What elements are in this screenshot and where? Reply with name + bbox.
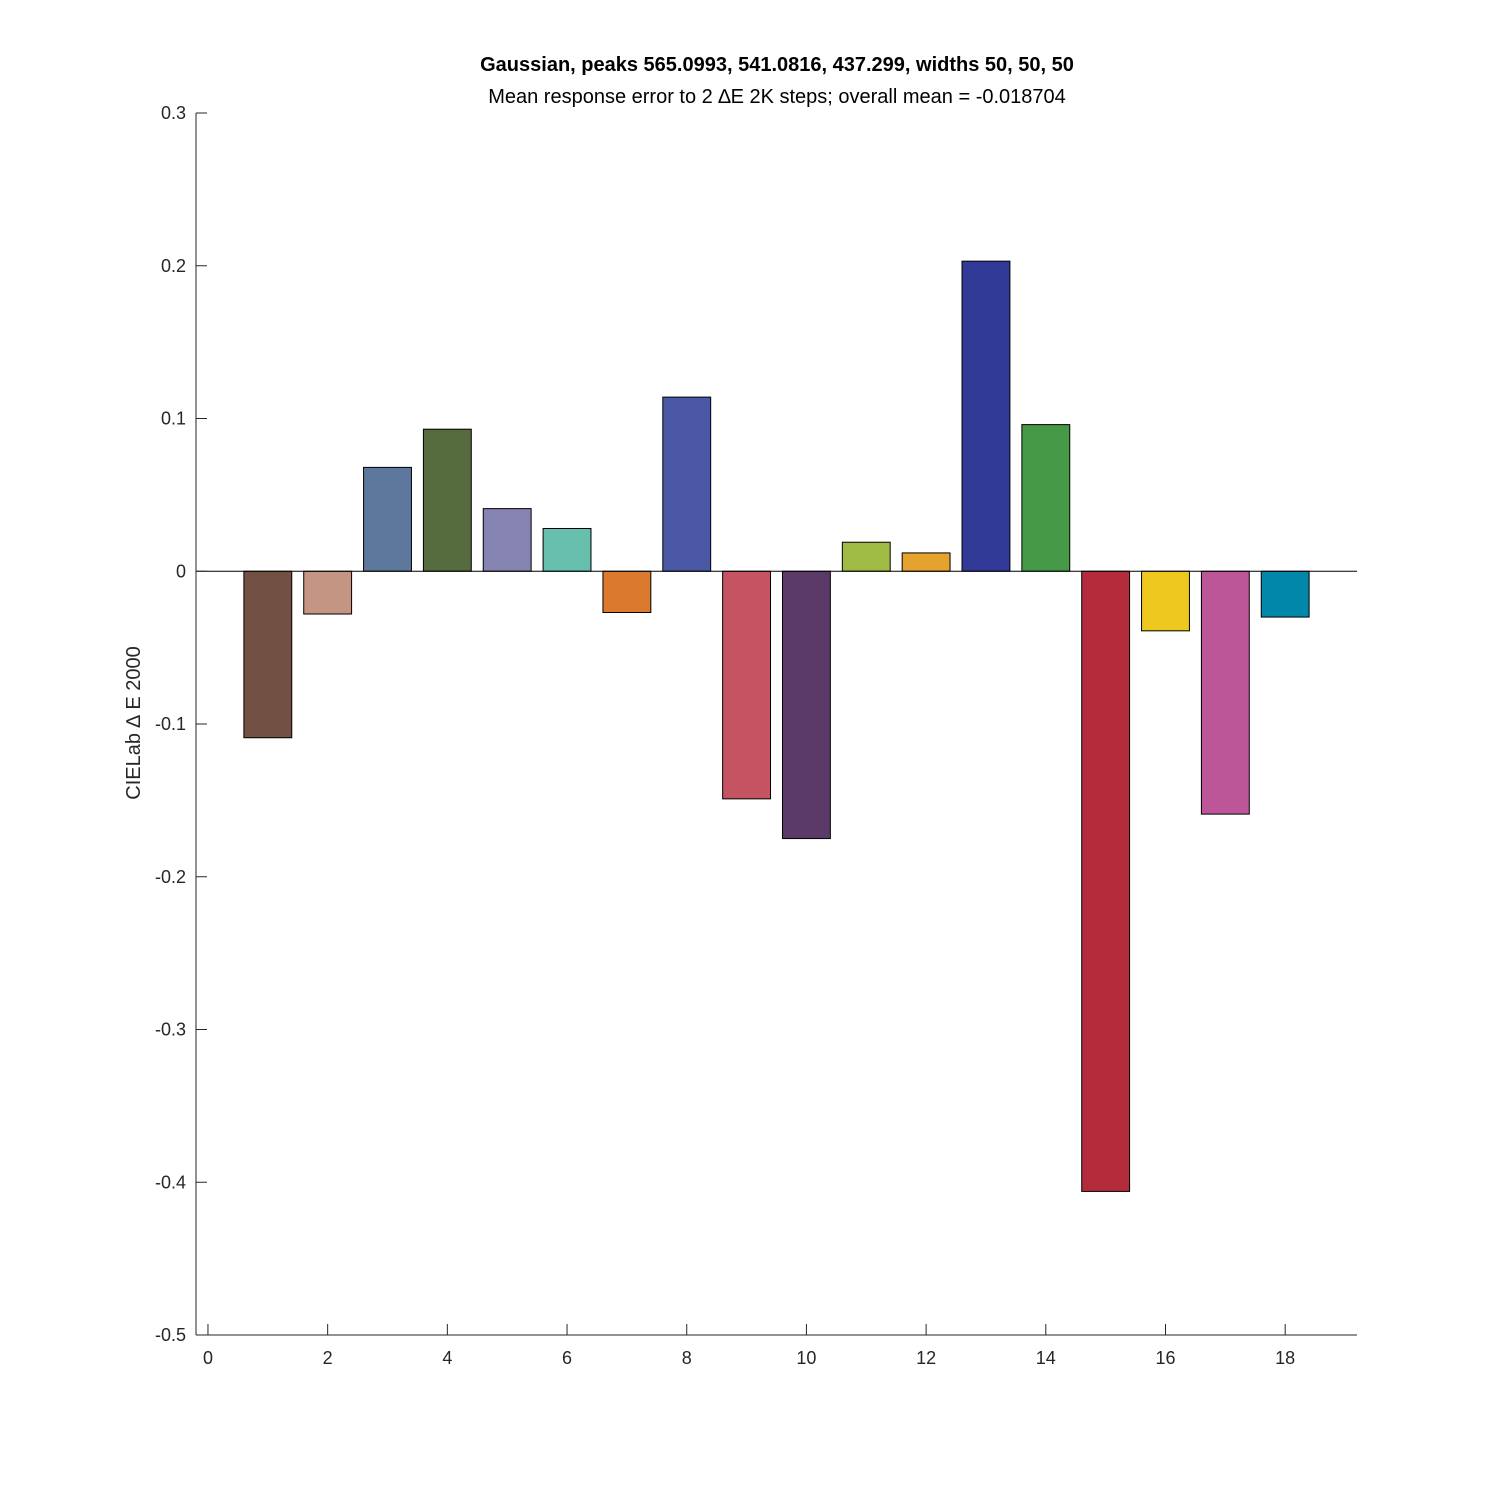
y-tick-label: 0.1 (161, 409, 186, 429)
bar-13 (961, 260, 1011, 572)
y-tick-label: -0.1 (155, 714, 186, 734)
bar-1 (243, 570, 293, 739)
y-tick-label: 0.2 (161, 256, 186, 276)
x-tick-label: 8 (682, 1348, 692, 1368)
bar-8 (662, 396, 712, 572)
chart-title: Gaussian, peaks 565.0993, 541.0816, 437.… (480, 54, 1074, 76)
x-tick-label: 10 (796, 1348, 816, 1368)
x-tick-label: 12 (916, 1348, 936, 1368)
bar-18 (1260, 570, 1310, 618)
bar-11 (841, 541, 891, 572)
y-tick-label: -0.4 (155, 1172, 186, 1192)
bar-17 (1200, 570, 1250, 815)
bar-4 (422, 428, 472, 572)
y-tick-label: 0.3 (161, 103, 186, 123)
bar-14 (1021, 424, 1071, 572)
y-tick-label: -0.2 (155, 867, 186, 887)
bar-7 (602, 570, 652, 613)
x-tick-label: 4 (442, 1348, 452, 1368)
x-tick-label: 2 (323, 1348, 333, 1368)
bar-10 (781, 570, 831, 840)
ticks-group: -0.5 -0.4 -0.3 -0.2 -0.1 0 0.1 0.2 0.3 0 2 4 6 8 10 12 1… (155, 103, 1295, 1368)
axes-group (195, 113, 1357, 1336)
y-axis-label: CIELab ∆ E 2000 (123, 646, 145, 799)
bar-3 (363, 466, 412, 572)
bar-16 (1141, 570, 1190, 632)
bar-6 (542, 527, 592, 572)
x-tick-label: 0 (203, 1348, 213, 1368)
x-tick-label: 14 (1036, 1348, 1056, 1368)
bar-15 (1081, 570, 1131, 1192)
chart-subtitle: Mean response error to 2 ∆E 2K steps; ov… (488, 86, 1066, 108)
y-tick-label: -0.5 (155, 1325, 186, 1345)
y-tick-label: 0 (176, 561, 186, 581)
bar-2 (303, 570, 353, 615)
bar-12 (901, 552, 951, 572)
x-tick-label: 16 (1155, 1348, 1175, 1368)
bar-9 (722, 570, 772, 800)
y-tick-label: -0.3 (155, 1020, 186, 1040)
bar-5 (482, 508, 532, 572)
bars-group (243, 260, 1310, 1192)
x-tick-label: 18 (1275, 1348, 1295, 1368)
x-tick-label: 6 (562, 1348, 572, 1368)
